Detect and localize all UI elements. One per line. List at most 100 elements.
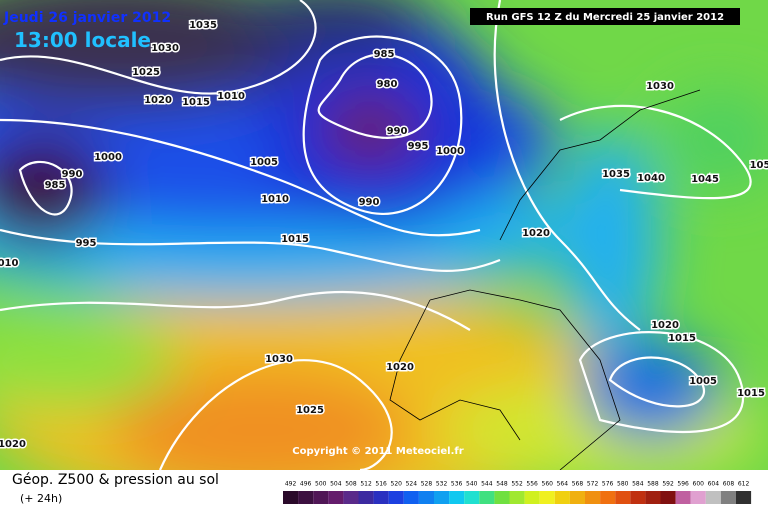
color-scale: 492 496 500 504 508 512 516 520 524 528 532 536 540 5… [283, 481, 752, 504]
scale-swatch [705, 491, 721, 504]
scale-swatch [313, 491, 329, 504]
isobar-label: 1020 [522, 228, 550, 239]
scale-label: 528 [421, 481, 433, 488]
scale-swatch [449, 491, 465, 504]
isobar-label: 1005 [250, 157, 278, 168]
isobar-label: 1020 [386, 362, 414, 373]
isobar-label: 1030 [265, 354, 293, 365]
scale-label: 516 [375, 481, 387, 488]
isobar-label: 1030 [151, 43, 179, 54]
scale-swatch [600, 491, 616, 504]
isobar-label: 1005 [689, 376, 717, 387]
copyright: Copyright © 2011 Meteociel.fr [292, 446, 463, 457]
scale-swatch [524, 491, 540, 504]
isobar-label: 1020 [651, 320, 679, 331]
scale-swatch [388, 491, 404, 504]
scale-label: 532 [436, 481, 448, 488]
scale-swatch [539, 491, 555, 504]
scale-swatch [630, 491, 646, 504]
scale-label: 504 [330, 481, 342, 488]
scale-swatch [509, 491, 525, 504]
scale-label: 596 [677, 481, 689, 488]
scale-label: 604 [708, 481, 720, 488]
isobar-label: 985 [45, 180, 66, 191]
scale-swatch [660, 491, 676, 504]
footer-title: Géop. Z500 & pression au sol [12, 472, 219, 488]
scale-label: 600 [693, 481, 705, 488]
scale-label: 500 [315, 481, 327, 488]
isobar-label: 1025 [296, 405, 324, 416]
scale-label: 544 [481, 481, 493, 488]
scale-label: 552 [511, 481, 523, 488]
scale-label: 540 [466, 481, 478, 488]
run-info: Run GFS 12 Z du Mercredi 25 janvier 2012 [486, 12, 724, 23]
date: Jeudi 26 janvier 2012 [3, 10, 171, 26]
scale-label: 560 [542, 481, 554, 488]
scale-swatch [343, 491, 359, 504]
scale-label: 584 [632, 481, 644, 488]
isobar-label: 1015 [182, 97, 210, 108]
footer-lead: (+ 24h) [20, 492, 62, 505]
scale-label: 556 [526, 481, 538, 488]
scale-swatch [615, 491, 631, 504]
isobar-label: 1035 [602, 169, 630, 180]
scale-label: 608 [723, 481, 735, 488]
isobar-label: 1000 [436, 146, 464, 157]
isobar-label: 1000 [94, 152, 122, 163]
scale-swatch [283, 491, 299, 504]
isobar-label: 1010 [217, 91, 245, 102]
scale-label: 568 [572, 481, 584, 488]
scale-label: 524 [406, 481, 418, 488]
scale-swatch [479, 491, 495, 504]
scale-label: 572 [587, 481, 599, 488]
isobar-label: 1040 [637, 173, 665, 184]
scale-label: 492 [285, 481, 297, 488]
scale-label: 592 [662, 481, 674, 488]
scale-label: 520 [391, 481, 403, 488]
scale-swatch [373, 491, 389, 504]
scale-label: 576 [602, 481, 614, 488]
isobar-label: 1045 [691, 174, 719, 185]
scale-swatch [358, 491, 374, 504]
isobar-label: 1020 [144, 95, 172, 106]
isobar-label: 1025 [132, 67, 160, 78]
scale-label: 548 [496, 481, 508, 488]
scale-swatch [328, 491, 344, 504]
isobar-label: 995 [76, 238, 97, 249]
isobar-label: 1015 [668, 333, 696, 344]
isobar-label: 010 [0, 258, 18, 269]
scale-label: 496 [300, 481, 312, 488]
isobar-label: 1015 [281, 234, 309, 245]
scale-swatch [403, 491, 419, 504]
scale-swatch [418, 491, 434, 504]
isobar-label: 990 [62, 169, 83, 180]
isobar-label: 995 [408, 141, 429, 152]
scale-swatch [434, 491, 450, 504]
isobar-label: 105 [750, 160, 768, 171]
isobar-label: 1035 [189, 20, 217, 31]
scale-label: 564 [557, 481, 569, 488]
scale-swatch [720, 491, 736, 504]
isobar-label: 990 [359, 197, 380, 208]
scale-label: 580 [617, 481, 629, 488]
scale-swatch [585, 491, 601, 504]
isobar-label: 990 [387, 126, 408, 137]
scale-swatch [675, 491, 691, 504]
scale-swatch [464, 491, 480, 504]
scale-label: 588 [647, 481, 659, 488]
isobar-label: 980 [377, 79, 398, 90]
isobar-label: 1010 [261, 194, 289, 205]
scale-swatch [569, 491, 585, 504]
isobar-label: 1015 [737, 388, 765, 399]
isobar-label: 985 [374, 49, 395, 60]
isobar-label: 1030 [646, 81, 674, 92]
scale-label: 508 [345, 481, 357, 488]
scale-label: 612 [738, 481, 750, 488]
scale-swatch [690, 491, 706, 504]
isobar-label: 1020 [0, 439, 26, 450]
scale-swatch [494, 491, 510, 504]
scale-swatch [736, 491, 752, 504]
scale-label: 512 [360, 481, 372, 488]
